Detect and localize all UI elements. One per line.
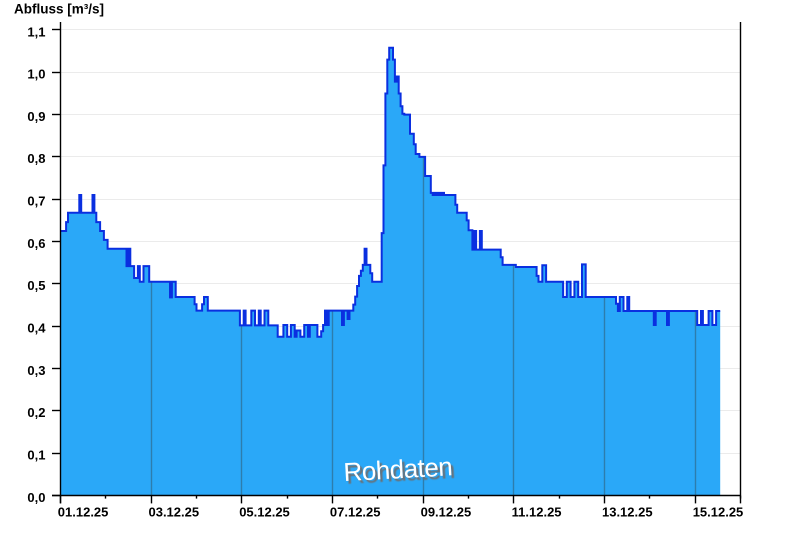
svg-text:0,9: 0,9 (27, 109, 45, 124)
svg-text:0,3: 0,3 (27, 363, 45, 378)
svg-text:0,0: 0,0 (27, 490, 45, 505)
svg-text:05.12.25: 05.12.25 (239, 504, 290, 519)
svg-text:09.12.25: 09.12.25 (421, 504, 472, 519)
svg-text:0,7: 0,7 (27, 194, 45, 209)
svg-text:13.12.25: 13.12.25 (602, 504, 653, 519)
svg-text:1,0: 1,0 (27, 67, 45, 82)
svg-text:Rohdaten: Rohdaten (345, 454, 455, 490)
svg-text:0,2: 0,2 (27, 405, 45, 420)
svg-text:Rohdaten: Rohdaten (343, 451, 453, 487)
svg-text:0,5: 0,5 (27, 278, 45, 293)
svg-text:0,4: 0,4 (27, 321, 46, 336)
svg-text:07.12.25: 07.12.25 (330, 504, 381, 519)
svg-text:1,1: 1,1 (27, 24, 45, 39)
svg-text:15.12.25: 15.12.25 (693, 504, 744, 519)
svg-text:03.12.25: 03.12.25 (148, 504, 199, 519)
svg-text:0,6: 0,6 (27, 236, 45, 251)
svg-text:0,8: 0,8 (27, 151, 45, 166)
svg-text:01.12.25: 01.12.25 (58, 504, 109, 519)
svg-text:11.12.25: 11.12.25 (512, 504, 562, 519)
svg-text:Abfluss [m³/s]: Abfluss [m³/s] (14, 2, 104, 17)
svg-text:0,1: 0,1 (27, 448, 45, 463)
